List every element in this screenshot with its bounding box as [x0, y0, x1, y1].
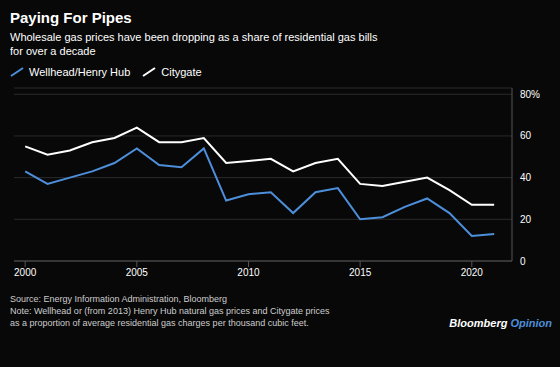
svg-text:2020: 2020: [461, 267, 484, 278]
html-text:Citygate: Citygate: [161, 66, 202, 78]
svg-text:60: 60: [520, 130, 532, 141]
html-text:Wellhead/Henry Hub: Wellhead/Henry Hub: [29, 66, 131, 78]
svg-text:2005: 2005: [126, 267, 149, 278]
svg-text:2015: 2015: [349, 267, 372, 278]
svg-text:20: 20: [520, 214, 532, 225]
html-text:Wholesale gas prices have been: Wholesale gas prices have been dropping …: [10, 31, 378, 57]
svg-text:80%: 80%: [520, 89, 540, 100]
html-text:Source: Energy Information Adm: Source: Energy Information Administratio…: [10, 294, 330, 328]
svg-text:40: 40: [520, 172, 532, 183]
svg-text:2010: 2010: [237, 267, 260, 278]
html-text:Paying For Pipes: Paying For Pipes: [10, 9, 132, 26]
svg-text:2000: 2000: [14, 267, 37, 278]
svg-text:0: 0: [520, 256, 526, 267]
html-text:Bloomberg Opinion: Bloomberg Opinion: [449, 317, 552, 329]
